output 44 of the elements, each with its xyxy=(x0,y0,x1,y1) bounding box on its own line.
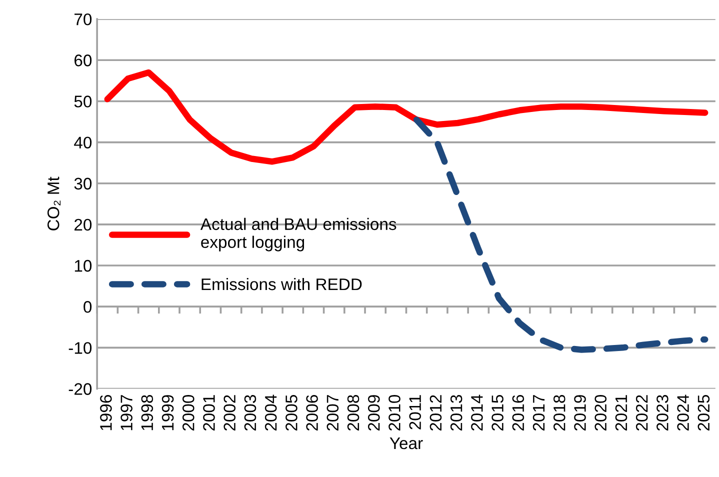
x-tick-label: 2020 xyxy=(594,394,607,431)
x-tick-label: 2011 xyxy=(409,395,422,430)
x-tick-label: 2000 xyxy=(182,394,194,431)
x-tick-label: 2024 xyxy=(677,394,689,431)
x-tick-label: 1997 xyxy=(120,395,132,430)
x-tick-label: 2014 xyxy=(471,394,483,431)
x-tick-label: 1998 xyxy=(141,395,154,430)
y-tick-label: 30 xyxy=(74,178,92,190)
x-tick-label: 2004 xyxy=(264,394,277,431)
x-tick-label: 1996 xyxy=(100,395,112,430)
x-tick-label: 2016 xyxy=(512,395,524,431)
x-tick-label: 2005 xyxy=(286,395,298,431)
y-tick-label: 50 xyxy=(74,96,92,108)
x-tick-label: 2025 xyxy=(698,395,710,431)
x-tick-label: 2018 xyxy=(553,395,566,431)
x-tick-label: 2009 xyxy=(368,395,380,431)
y-tick-label: -10 xyxy=(68,342,92,354)
x-tick-label: 2010 xyxy=(388,394,400,431)
x-tick-label: 2007 xyxy=(326,395,339,431)
x-tick-label: 2017 xyxy=(532,395,545,431)
y-tick-label: 20 xyxy=(74,218,92,231)
y-axis-title: CO₂ Mt xyxy=(47,176,61,230)
x-tick-label: 1999 xyxy=(162,395,174,430)
y-tick-label: -20 xyxy=(68,383,92,395)
x-tick-label: 2001 xyxy=(203,395,215,431)
x-axis-title: Year xyxy=(390,438,423,450)
x-tick-label: 2006 xyxy=(306,395,318,431)
x-tick-label: 2023 xyxy=(656,395,668,431)
x-tick-label: 2015 xyxy=(492,395,504,431)
x-tick-label: 2003 xyxy=(244,395,256,431)
y-tick-label: 0 xyxy=(84,301,92,313)
y-tick-label: 70 xyxy=(74,13,92,26)
x-tick-label: 2012 xyxy=(430,395,442,431)
y-tick-label: 40 xyxy=(74,136,92,149)
x-tick-label: 2019 xyxy=(574,395,586,431)
x-tick-label: 2021 xyxy=(615,395,628,431)
x-tick-label: 2008 xyxy=(347,395,360,431)
x-tick-label: 2013 xyxy=(450,395,462,431)
legend-label: Emissions with REDD xyxy=(202,278,362,290)
legend-label: Actual and BAU emissions export logging xyxy=(200,218,396,252)
y-tick-label: 60 xyxy=(74,54,92,66)
y-tick-label: 10 xyxy=(74,260,92,272)
x-tick-label: 2022 xyxy=(636,395,648,431)
x-tick-label: 2002 xyxy=(224,395,236,431)
